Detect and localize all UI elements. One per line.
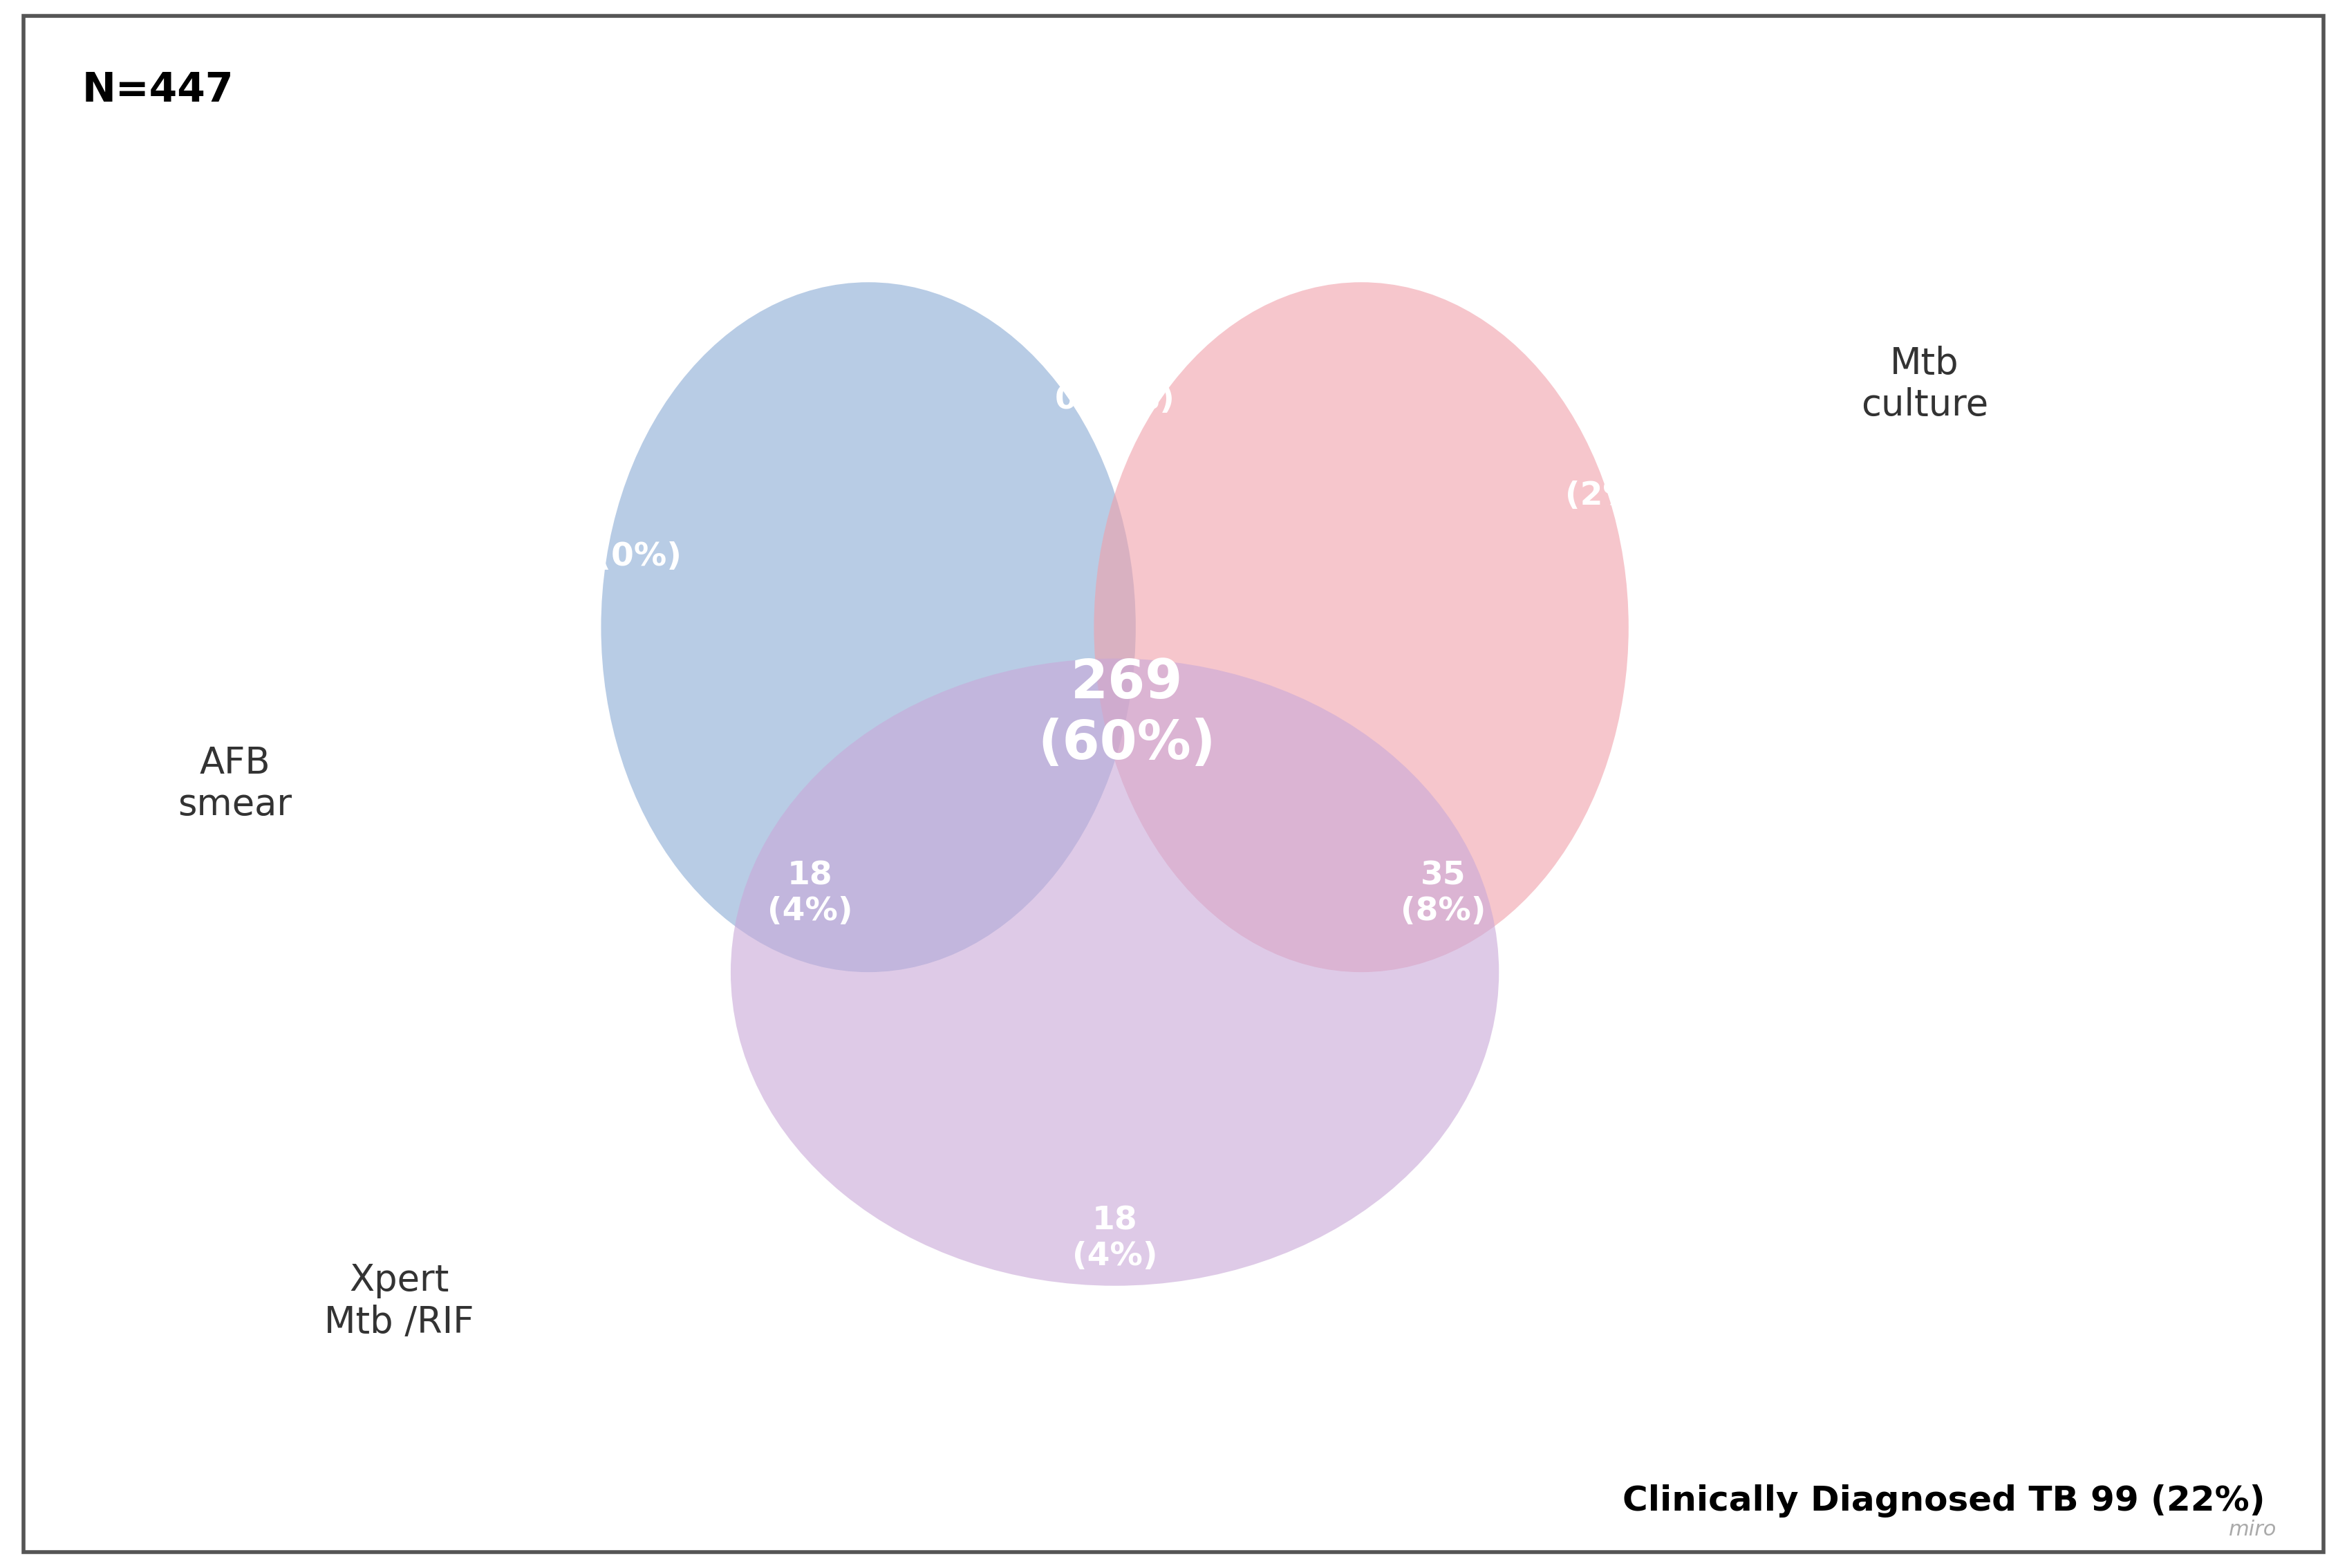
Text: Xpert
Mtb /RIF: Xpert Mtb /RIF [324,1262,474,1341]
Text: miro: miro [2230,1519,2277,1540]
Text: 269
(60%): 269 (60%) [1037,657,1216,770]
Text: 8
(2%): 8 (2%) [1565,445,1650,511]
Text: N=447: N=447 [82,71,235,110]
Ellipse shape [601,282,1136,972]
Text: AFB
smear: AFB smear [178,745,291,823]
Text: 18
(4%): 18 (4%) [1073,1206,1157,1272]
Text: Mtb
culture: Mtb culture [1861,345,1988,423]
Text: 35
(8%): 35 (8%) [1401,861,1486,927]
Text: 18
(4%): 18 (4%) [767,861,852,927]
Text: 0 (0%): 0 (0%) [1056,384,1174,416]
Text: 0 (0%): 0 (0%) [563,541,681,572]
Ellipse shape [730,659,1500,1286]
Ellipse shape [1094,282,1629,972]
Text: Clinically Diagnosed TB 99 (22%): Clinically Diagnosed TB 99 (22%) [1622,1485,2265,1518]
